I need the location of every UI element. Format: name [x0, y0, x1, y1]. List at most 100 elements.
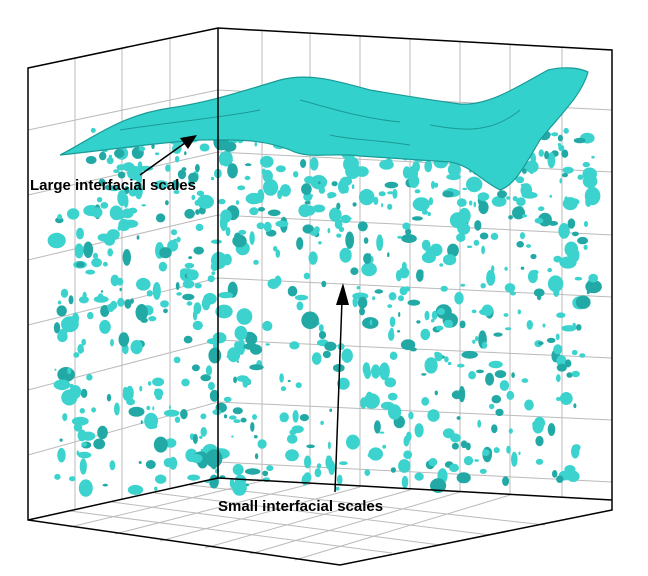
droplet	[294, 294, 309, 301]
droplet	[154, 180, 169, 190]
label-small: Small interfacial scales	[218, 498, 383, 515]
droplet	[421, 252, 436, 264]
droplet	[451, 442, 459, 450]
droplet	[542, 323, 546, 328]
droplet	[177, 169, 187, 180]
droplet	[100, 290, 104, 293]
droplet	[138, 461, 142, 464]
droplet	[286, 434, 298, 444]
droplet	[517, 309, 521, 315]
droplet	[184, 208, 195, 219]
droplet	[408, 411, 414, 420]
droplet	[207, 275, 215, 283]
droplet	[461, 350, 478, 359]
droplet	[558, 144, 565, 152]
droplet	[153, 436, 168, 453]
droplet	[559, 256, 577, 269]
droplet	[296, 301, 304, 311]
droplet	[562, 173, 568, 178]
droplet	[215, 304, 233, 319]
droplet	[170, 229, 178, 236]
droplet	[57, 331, 68, 343]
droplet	[384, 377, 397, 388]
droplet	[117, 297, 125, 307]
droplet	[293, 171, 299, 178]
droplet	[147, 381, 152, 386]
droplet	[168, 405, 171, 410]
droplet	[449, 212, 466, 229]
droplet	[449, 463, 459, 473]
droplet	[210, 457, 218, 470]
droplet	[431, 180, 435, 190]
droplet	[566, 372, 573, 378]
droplet	[447, 361, 452, 366]
droplet	[389, 351, 398, 360]
droplet	[253, 259, 259, 265]
droplet	[81, 338, 86, 346]
droplet	[209, 389, 219, 402]
sheet-shading	[119, 99, 521, 146]
droplet	[262, 320, 273, 332]
droplet	[329, 408, 333, 412]
droplet	[372, 296, 376, 301]
droplet	[160, 300, 169, 308]
droplet	[279, 184, 291, 197]
droplet	[114, 402, 120, 416]
droplet	[358, 189, 375, 206]
droplet	[542, 421, 546, 425]
droplet	[387, 304, 393, 308]
droplet	[401, 475, 409, 489]
droplet	[289, 341, 300, 350]
droplet	[525, 160, 539, 173]
droplet	[559, 392, 573, 405]
droplet	[388, 292, 397, 301]
droplet	[191, 194, 196, 201]
droplet	[301, 311, 319, 330]
droplet	[505, 327, 512, 331]
droplet	[57, 214, 63, 220]
droplet	[194, 283, 202, 289]
droplet	[164, 409, 180, 417]
droplet	[210, 262, 219, 272]
droplet	[421, 397, 430, 406]
droplet	[73, 423, 83, 432]
droplet	[511, 451, 518, 467]
droplet	[547, 275, 564, 293]
droplet	[138, 146, 146, 152]
droplet	[538, 341, 544, 346]
droplet	[100, 202, 109, 209]
droplet	[387, 392, 398, 401]
droplet	[184, 151, 187, 156]
droplet	[311, 352, 322, 365]
large-sheet	[59, 67, 589, 191]
droplet	[474, 220, 482, 231]
droplet	[398, 267, 410, 279]
droplet	[173, 190, 180, 194]
droplet	[173, 356, 181, 364]
droplet	[236, 375, 249, 382]
droplet	[434, 390, 438, 396]
droplet	[556, 355, 567, 367]
droplet	[360, 397, 367, 409]
droplet	[538, 206, 545, 211]
droplet	[256, 222, 265, 230]
droplet	[561, 325, 577, 332]
droplet	[91, 407, 96, 413]
droplet	[139, 385, 143, 392]
droplet	[398, 459, 411, 473]
droplet	[434, 182, 439, 188]
droplet	[336, 233, 342, 238]
droplet	[475, 335, 479, 342]
droplet	[551, 132, 559, 137]
droplet	[53, 379, 71, 391]
droplet	[235, 200, 240, 205]
droplet	[520, 266, 525, 270]
droplet	[218, 152, 227, 166]
droplet	[512, 206, 525, 220]
droplet	[225, 226, 231, 237]
droplet	[390, 467, 396, 473]
droplet	[229, 415, 237, 420]
droplet	[414, 189, 421, 194]
droplet	[557, 134, 564, 142]
droplet	[318, 331, 327, 339]
